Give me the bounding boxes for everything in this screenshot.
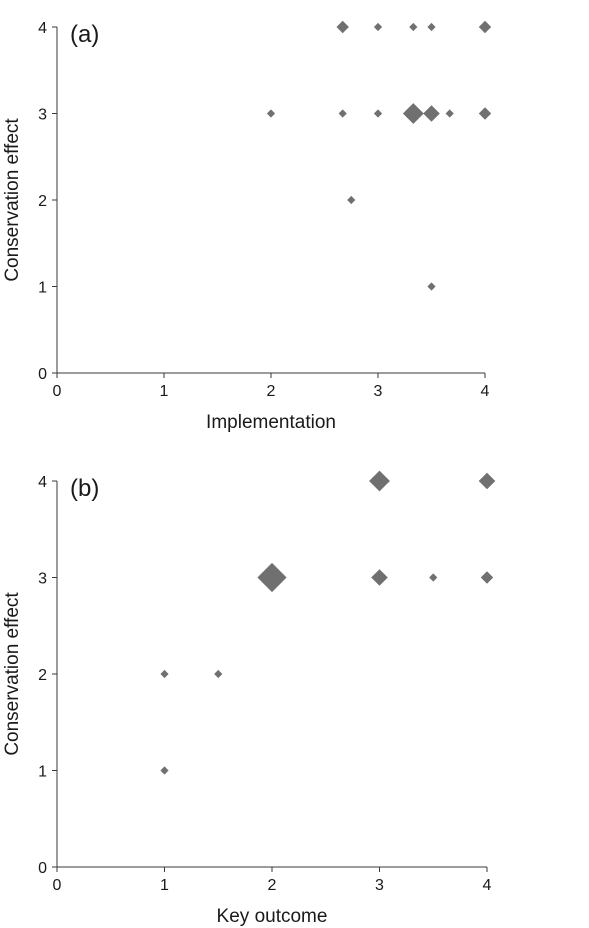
data-point xyxy=(478,107,492,120)
y-tick-label: 4 xyxy=(38,20,47,37)
data-point xyxy=(373,22,383,32)
x-axis-label: Key outcome xyxy=(217,906,328,927)
data-point xyxy=(336,20,349,34)
panel-label: (b) xyxy=(70,475,99,502)
data-point xyxy=(338,109,347,118)
data-point xyxy=(423,105,440,122)
y-tick-label: 0 xyxy=(38,860,47,877)
x-tick-label: 4 xyxy=(481,383,490,400)
y-tick-label: 0 xyxy=(38,366,47,383)
data-point xyxy=(266,109,276,118)
y-axis-label: Conservation effect xyxy=(2,118,23,282)
y-tick-label: 1 xyxy=(38,280,47,297)
y-tick-label: 3 xyxy=(38,107,47,124)
data-point xyxy=(445,109,454,118)
data-point xyxy=(409,22,418,32)
data-point xyxy=(257,562,287,593)
data-point xyxy=(347,195,356,205)
data-point xyxy=(480,571,494,584)
y-axis-label: Conservation effect xyxy=(2,592,23,756)
data-point xyxy=(160,766,169,775)
x-tick-label: 3 xyxy=(374,383,383,400)
y-tick-label: 2 xyxy=(38,667,47,684)
panel-label: (a) xyxy=(70,21,99,48)
y-tick-label: 3 xyxy=(38,571,47,588)
data-point xyxy=(478,20,492,34)
x-tick-label: 0 xyxy=(53,383,62,400)
x-tick-label: 2 xyxy=(268,877,277,894)
x-tick-label: 4 xyxy=(483,877,492,894)
data-point xyxy=(427,282,436,291)
x-tick-label: 0 xyxy=(53,877,62,894)
x-tick-label: 2 xyxy=(267,383,276,400)
data-point xyxy=(160,669,169,679)
y-tick-label: 4 xyxy=(38,474,47,491)
data-point xyxy=(373,109,383,118)
y-tick-label: 2 xyxy=(38,193,47,210)
x-axis-label: Implementation xyxy=(206,412,336,433)
data-point xyxy=(402,103,424,124)
data-point xyxy=(369,470,390,492)
x-tick-label: 1 xyxy=(160,877,169,894)
x-tick-label: 3 xyxy=(375,877,384,894)
y-tick-label: 1 xyxy=(38,764,47,781)
data-point xyxy=(478,472,496,490)
x-tick-label: 1 xyxy=(160,383,169,400)
data-point xyxy=(371,569,388,586)
panel-a: 0 1 2 3 4 0 1 2 3 4 Implementation Conservation eff… xyxy=(2,20,492,433)
data-point xyxy=(214,669,223,679)
data-point xyxy=(427,22,436,32)
data-point xyxy=(429,573,438,582)
panel-b: 0 1 2 3 4 0 1 2 3 4 Key outcome Conservation effect… xyxy=(2,470,496,927)
